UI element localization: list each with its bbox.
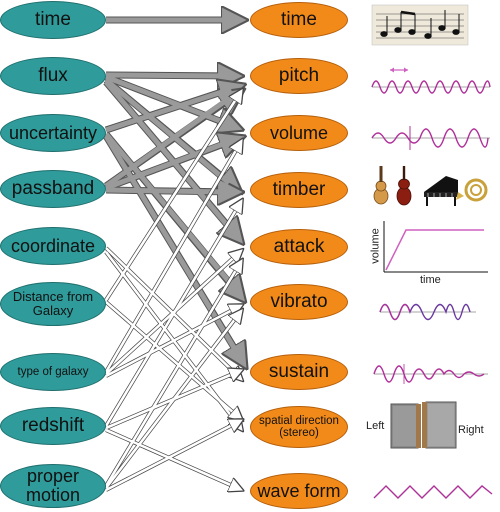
arrow-type-vibrato bbox=[105, 305, 242, 378]
param-proper-motion: proper motion bbox=[0, 464, 106, 508]
param-type-of-galaxy: type of galaxy bbox=[0, 353, 106, 391]
sound-spatial-direction: spatial direction (stereo) bbox=[250, 406, 348, 448]
arrow-type-volume bbox=[104, 140, 242, 373]
sound-vibrato: vibrato bbox=[250, 284, 348, 320]
sound-attack: attack bbox=[250, 229, 348, 265]
arrow-redshift-timber bbox=[104, 200, 242, 427]
stereo-left-label: Left bbox=[366, 420, 385, 432]
sound-wave-form: wave form bbox=[250, 473, 348, 509]
vibrato-wave-icon bbox=[379, 303, 476, 321]
sound-volume: volume bbox=[250, 115, 348, 151]
arrow-motion-stereo bbox=[105, 420, 242, 492]
param-passband: passband bbox=[0, 170, 106, 208]
sheet-music-icon bbox=[371, 4, 469, 46]
sustain-wave-icon bbox=[373, 364, 488, 384]
pitch-wave-icon bbox=[371, 67, 491, 94]
volume-wave-icon bbox=[371, 126, 490, 150]
sound-timber: timber bbox=[250, 172, 348, 208]
param-uncertainty: uncertainty bbox=[0, 114, 106, 152]
sound-pitch: pitch bbox=[250, 58, 348, 94]
arrow-distance-stereo bbox=[105, 301, 242, 420]
param-redshift: redshift bbox=[0, 407, 106, 445]
attack-chart-xlabel: time bbox=[420, 274, 441, 286]
param-time: time bbox=[0, 1, 106, 39]
param-coordinate: coordinate bbox=[0, 227, 106, 265]
stereo-right-label: Right bbox=[458, 424, 484, 436]
sound-time: time bbox=[250, 2, 348, 38]
attack-chart-ylabel: volume bbox=[369, 228, 382, 264]
instruments-icon bbox=[373, 166, 488, 206]
attack-envelope-chart bbox=[383, 221, 488, 273]
arrow-motion-attack bbox=[104, 260, 242, 487]
stereo-speakers-icon bbox=[390, 401, 457, 449]
param-distance-from-galaxy: Distance from Galaxy bbox=[0, 282, 106, 326]
arrow-redshift-waveform bbox=[105, 428, 242, 490]
arrow-motion-vibrato bbox=[104, 310, 242, 489]
param-flux: flux bbox=[0, 57, 106, 95]
triangle-wave-icon bbox=[373, 485, 493, 499]
arrow-distance-pitch bbox=[104, 90, 242, 301]
sound-sustain: sustain bbox=[250, 354, 348, 390]
